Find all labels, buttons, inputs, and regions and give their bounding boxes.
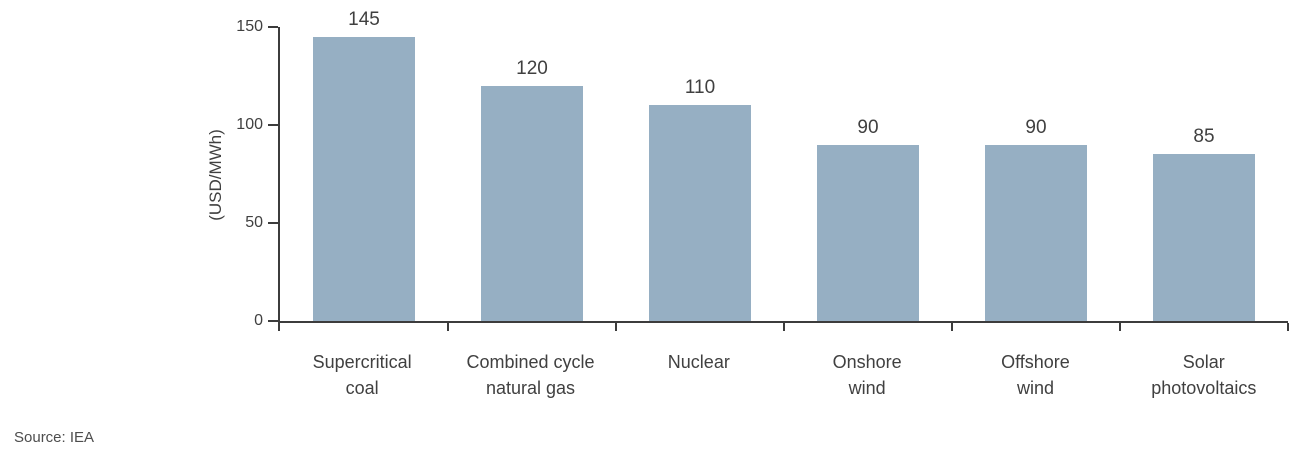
- bar-supercritical-coal: 145: [312, 9, 416, 321]
- bar-value-label: 90: [857, 116, 879, 138]
- y-axis-tick: 0: [254, 312, 278, 329]
- bar-onshore-wind: 90: [816, 117, 920, 321]
- x-tick-label-supercritical-coal: Supercritical coal: [312, 352, 412, 398]
- bar-group-supercritical-coal: 145: [280, 9, 448, 321]
- bar-value-label: 85: [1193, 126, 1215, 148]
- bar-group-combined-cycle-natural-gas: 120: [448, 27, 616, 321]
- x-tick-label-onshore-wind: Onshore wind: [832, 352, 902, 398]
- bar-group-nuclear: 110: [616, 27, 784, 321]
- bar-nuclear: 110: [648, 77, 752, 321]
- bar-solar-photovoltaics: 85: [1152, 126, 1256, 321]
- y-axis-tick: 150: [236, 18, 278, 35]
- bar-combined-cycle-natural-gas: 120: [480, 58, 584, 321]
- y-axis-title: (USD/MWh): [206, 129, 225, 221]
- x-axis-tick: [614, 323, 617, 331]
- bar-group-solar-photovoltaics: 85: [1120, 27, 1288, 321]
- x-axis-tick: [447, 323, 449, 331]
- bar-value-label: 145: [348, 8, 380, 30]
- x-axis-tick: [1287, 323, 1289, 331]
- y-axis-tick: 50: [245, 214, 278, 231]
- y-tick-label: 150: [236, 18, 263, 35]
- y-tick-label: 0: [254, 312, 263, 329]
- x-axis-tick: [951, 323, 953, 331]
- bar-value-label: 120: [516, 57, 548, 79]
- bar-offshore-wind: 90: [984, 117, 1088, 321]
- x-tick-label-nuclear: Nuclear: [667, 352, 730, 372]
- x-axis-labels: Supercritical coal Combined cycle natura…: [278, 349, 1288, 401]
- y-axis-tick: 100: [236, 116, 278, 133]
- y-tick-label: 50: [245, 214, 263, 231]
- x-tick-label-solar-photovoltaics: Solar photovoltaics: [1151, 352, 1257, 398]
- bar-value-label: 90: [1025, 116, 1047, 138]
- x-axis-tick: [1118, 323, 1121, 331]
- x-axis-tick: [278, 323, 280, 331]
- bar-group-offshore-wind: 90: [952, 27, 1120, 321]
- x-tick-label-offshore-wind: Offshore wind: [1001, 352, 1070, 398]
- y-tick-label: 100: [236, 116, 263, 133]
- bar-series: 145 120 110 90 90: [280, 9, 1288, 321]
- bar-value-label: 110: [684, 77, 716, 99]
- x-tick-label-combined-cycle-natural-gas: Combined cycle natural gas: [466, 352, 595, 398]
- bar-group-onshore-wind: 90: [784, 27, 952, 321]
- source-note: Source: IEA: [14, 429, 95, 446]
- x-axis-tick: [783, 323, 785, 331]
- plot-area: 0 50 100 150 145 120: [236, 9, 1289, 331]
